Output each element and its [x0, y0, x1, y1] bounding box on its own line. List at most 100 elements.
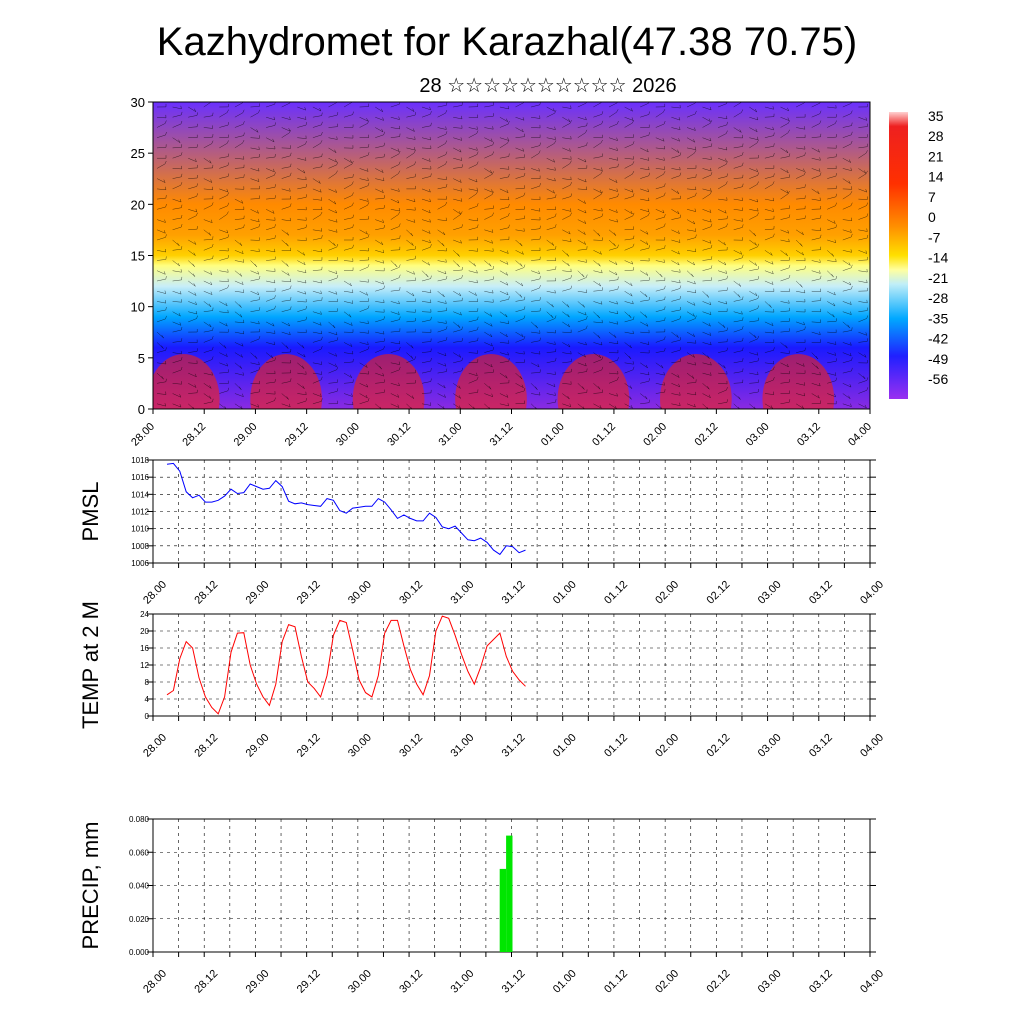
wind-barb [842, 301, 852, 305]
wind-barb [359, 331, 369, 334]
wind-barb-flag [553, 159, 555, 163]
wind-barb-flag [274, 122, 276, 126]
wind-barb [718, 116, 728, 120]
wind-barb-flag [708, 118, 711, 122]
wind-barb [577, 188, 587, 190]
wind-barb [827, 156, 837, 159]
wind-barb-flag [586, 122, 588, 126]
wind-barb [203, 143, 212, 149]
wind-barb [686, 137, 695, 143]
wind-barb-flag [410, 355, 414, 359]
wind-barb-flag [446, 275, 448, 280]
wind-barb [156, 278, 166, 282]
wind-barb [562, 147, 571, 152]
wind-barb-flag [648, 371, 650, 375]
wind-barb [359, 250, 369, 252]
wind-barb-flag [738, 406, 740, 409]
wind-barb-flag [274, 235, 276, 239]
y-axis-label: PRECIP, mm [78, 822, 103, 950]
wind-barb [484, 342, 493, 347]
wind-barb-flag [537, 363, 540, 367]
wind-barb [577, 290, 587, 293]
wind-barb [203, 239, 213, 241]
wind-barb-flag [398, 361, 400, 365]
wind-barb [671, 403, 681, 406]
wind-barb [172, 403, 182, 408]
wind-barb-flag [554, 392, 556, 396]
wind-barb-flag [586, 368, 588, 372]
wind-barb-flag [209, 323, 212, 328]
wind-barb [515, 352, 525, 355]
wind-barb [796, 290, 805, 294]
wind-barb-flag [195, 310, 198, 315]
wind-barb [515, 383, 524, 388]
wind-barb [858, 259, 868, 261]
x-tick-label: 01.12 [590, 421, 618, 449]
wind-barb [375, 197, 385, 200]
wind-barb-flag [664, 214, 666, 218]
wind-barb [421, 239, 431, 244]
wind-barb [421, 360, 431, 364]
wind-barb-flag [663, 223, 666, 227]
wind-barb-flag [210, 219, 213, 223]
wind-barb [312, 143, 321, 149]
wind-barb [764, 280, 774, 285]
x-tick-label: 01.12 [602, 968, 630, 996]
wind-barb-flag [865, 189, 868, 193]
warm-cell [153, 354, 220, 409]
wind-barb [811, 393, 820, 399]
wind-barb [655, 383, 665, 386]
wind-barb [624, 164, 633, 169]
wind-barb [343, 301, 353, 304]
wind-barb [546, 401, 556, 405]
colorbar-label: 14 [928, 169, 944, 185]
wind-barb-flag [430, 357, 432, 362]
wind-barb-flag [632, 300, 634, 304]
wind-barb-flag [664, 347, 666, 352]
wind-barb [577, 209, 587, 214]
wind-barb-flag [815, 355, 819, 360]
wind-barb [546, 372, 556, 375]
wind-barb-flag [239, 304, 242, 308]
wind-barb-flag [648, 166, 650, 170]
wind-barb-flag [165, 300, 167, 304]
wind-barb [484, 362, 493, 368]
wind-barb [515, 250, 524, 255]
wind-barb [421, 147, 432, 149]
wind-barb-flag [771, 261, 774, 265]
wind-barb-flag [351, 202, 354, 206]
wind-barb [421, 168, 432, 170]
wind-barb-flag [523, 228, 525, 232]
wind-barb-flag [506, 394, 509, 398]
wind-barb-flag [554, 110, 557, 114]
wind-barb [437, 164, 446, 169]
wind-barb [266, 250, 276, 253]
wind-barb [546, 216, 556, 220]
wind-barb-flag [648, 197, 650, 201]
wind-barb-flag [194, 241, 197, 245]
wind-barb-flag [632, 212, 635, 216]
wind-barb-flag [819, 382, 821, 387]
wind-barb [250, 219, 260, 223]
wind-barb [250, 250, 260, 252]
wind-barb [764, 135, 774, 138]
x-tick-label: 04.00 [858, 732, 886, 760]
y-tick-label: 1012 [131, 508, 149, 517]
wind-barb [453, 137, 462, 141]
wind-barb-flag [413, 219, 416, 223]
wind-barb [671, 318, 680, 323]
wind-barb-flag [365, 231, 368, 235]
wind-barb [437, 154, 446, 159]
wind-barb-flag [241, 343, 244, 347]
wind-barb [562, 184, 571, 190]
wind-barb [733, 291, 741, 298]
wind-barb [531, 310, 541, 312]
wind-barb-flag [209, 395, 212, 399]
wind-barb-flag [180, 366, 183, 371]
wind-barb [219, 176, 229, 179]
wind-barb-flag [710, 265, 713, 269]
wind-barb-flag [461, 274, 463, 279]
wind-barb [343, 290, 353, 293]
wind-barb [390, 209, 400, 212]
wind-barb-flag [570, 285, 572, 289]
